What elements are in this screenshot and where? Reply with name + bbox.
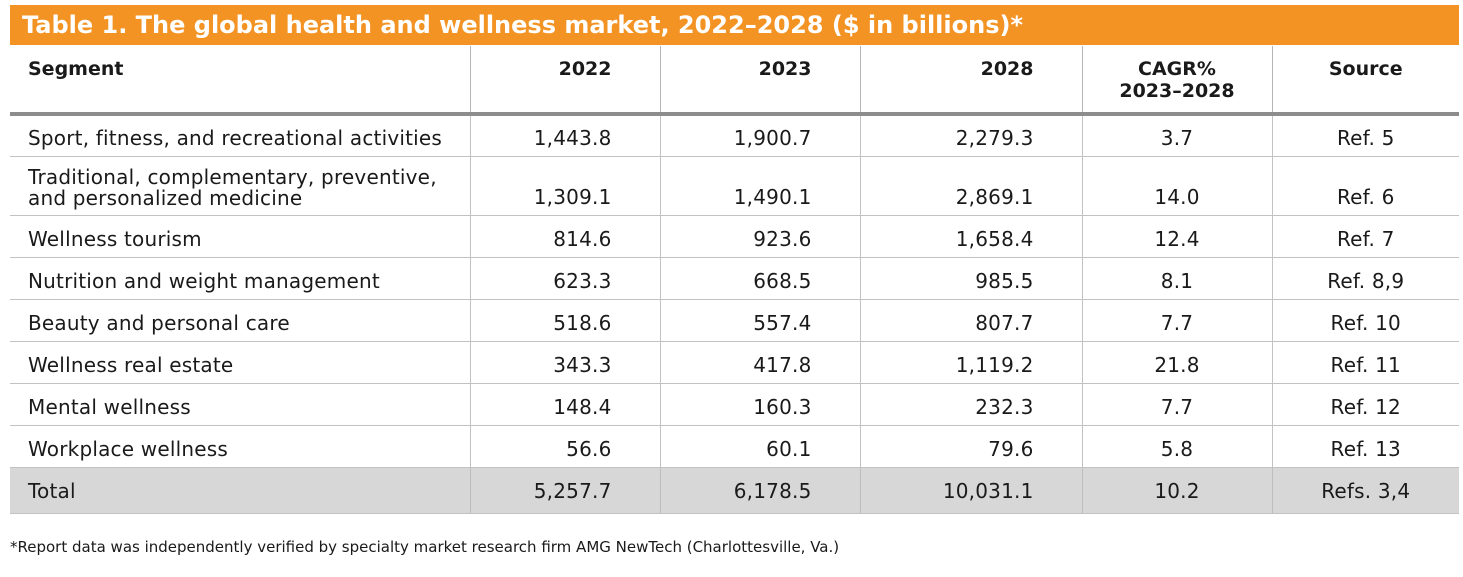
cell-2023: 417.8 <box>659 341 860 384</box>
cell-2028: 1,658.4 <box>859 215 1082 258</box>
table-row: Wellness real estate 343.3 417.8 1,119.2… <box>10 341 1459 384</box>
cell-source: Ref. 6 <box>1271 156 1459 216</box>
total-2023: 6,178.5 <box>659 467 860 514</box>
table-row: Beauty and personal care 518.6 557.4 807… <box>10 299 1459 342</box>
cell-cagr: 7.7 <box>1081 299 1272 342</box>
cell-source: Ref. 10 <box>1271 299 1459 342</box>
footnote: *Report data was independently verified … <box>10 538 840 556</box>
cell-source: Ref. 13 <box>1271 425 1459 468</box>
total-2028: 10,031.1 <box>859 467 1082 514</box>
cell-2022: 623.3 <box>469 257 660 300</box>
cell-cagr: 21.8 <box>1081 341 1272 384</box>
header-2028: 2028 <box>859 46 1082 116</box>
header-source: Source <box>1271 46 1459 116</box>
cell-cagr: 7.7 <box>1081 383 1272 426</box>
cell-segment: Mental wellness <box>10 383 470 426</box>
total-cagr: 10.2 <box>1081 467 1272 514</box>
cell-2028: 232.3 <box>859 383 1082 426</box>
cell-segment: Wellness real estate <box>10 341 470 384</box>
header-cagr: CAGR% 2023–2028 <box>1081 46 1272 116</box>
cell-source: Ref. 8,9 <box>1271 257 1459 300</box>
cell-2028: 1,119.2 <box>859 341 1082 384</box>
table-row: Wellness tourism 814.6 923.6 1,658.4 12.… <box>10 215 1459 258</box>
cell-segment: Workplace wellness <box>10 425 470 468</box>
cell-segment: Beauty and personal care <box>10 299 470 342</box>
cell-segment: Traditional, complementary, preventive, … <box>10 156 470 216</box>
cell-2022: 1,309.1 <box>469 156 660 216</box>
table-row: Mental wellness 148.4 160.3 232.3 7.7 Re… <box>10 383 1459 426</box>
cell-2023: 160.3 <box>659 383 860 426</box>
header-segment: Segment <box>10 46 470 116</box>
cell-2023: 1,490.1 <box>659 156 860 216</box>
cell-2028: 2,279.3 <box>859 114 1082 157</box>
table-row: Traditional, complementary, preventive, … <box>10 156 1459 216</box>
table-title: Table 1. The global health and wellness … <box>10 5 1459 45</box>
table-row: Nutrition and weight management 623.3 66… <box>10 257 1459 300</box>
cell-2028: 79.6 <box>859 425 1082 468</box>
cell-cagr: 14.0 <box>1081 156 1272 216</box>
header-cagr-line1: CAGR% <box>1138 58 1216 80</box>
cell-2023: 557.4 <box>659 299 860 342</box>
table-row: Sport, fitness, and recreational activit… <box>10 114 1459 157</box>
cell-2028: 807.7 <box>859 299 1082 342</box>
table-row: Workplace wellness 56.6 60.1 79.6 5.8 Re… <box>10 425 1459 468</box>
cell-segment: Wellness tourism <box>10 215 470 258</box>
cell-2022: 343.3 <box>469 341 660 384</box>
cell-2028: 2,869.1 <box>859 156 1082 216</box>
cell-2022: 56.6 <box>469 425 660 468</box>
header-2022: 2022 <box>469 46 660 116</box>
cell-2023: 60.1 <box>659 425 860 468</box>
cell-source: Ref. 7 <box>1271 215 1459 258</box>
cell-segment: Sport, fitness, and recreational activit… <box>10 114 470 157</box>
total-segment: Total <box>10 467 470 514</box>
header-2023: 2023 <box>659 46 860 116</box>
cell-2023: 1,900.7 <box>659 114 860 157</box>
cell-2022: 1,443.8 <box>469 114 660 157</box>
cell-segment: Nutrition and weight management <box>10 257 470 300</box>
cell-cagr: 3.7 <box>1081 114 1272 157</box>
cell-source: Ref. 12 <box>1271 383 1459 426</box>
header-row: Segment 2022 2023 2028 CAGR% 2023–2028 S… <box>10 46 1459 116</box>
cell-source: Ref. 11 <box>1271 341 1459 384</box>
cell-2022: 148.4 <box>469 383 660 426</box>
market-table: Segment 2022 2023 2028 CAGR% 2023–2028 S… <box>10 46 1459 514</box>
cell-cagr: 12.4 <box>1081 215 1272 258</box>
cell-2023: 668.5 <box>659 257 860 300</box>
header-cagr-line2: 2023–2028 <box>1119 80 1235 102</box>
cell-cagr: 5.8 <box>1081 425 1272 468</box>
total-2022: 5,257.7 <box>469 467 660 514</box>
cell-2022: 814.6 <box>469 215 660 258</box>
total-row: Total 5,257.7 6,178.5 10,031.1 10.2 Refs… <box>10 467 1459 514</box>
cell-2023: 923.6 <box>659 215 860 258</box>
cell-cagr: 8.1 <box>1081 257 1272 300</box>
cell-2028: 985.5 <box>859 257 1082 300</box>
cell-source: Ref. 5 <box>1271 114 1459 157</box>
total-source: Refs. 3,4 <box>1271 467 1459 514</box>
cell-2022: 518.6 <box>469 299 660 342</box>
